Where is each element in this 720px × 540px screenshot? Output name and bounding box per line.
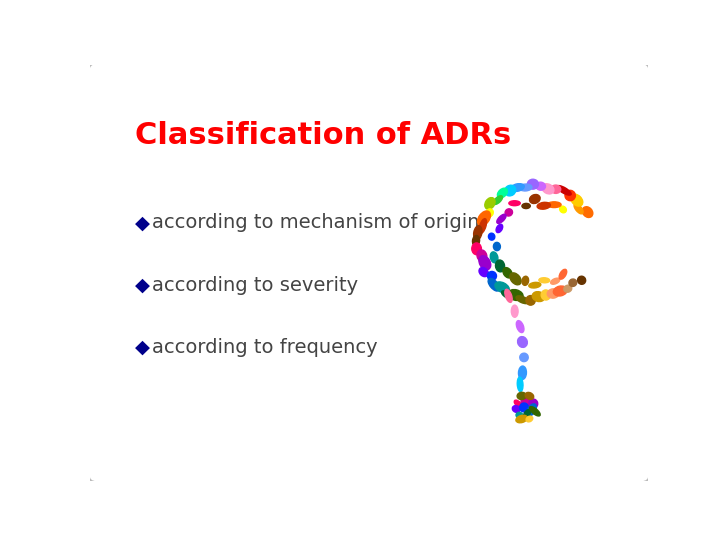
Ellipse shape	[488, 279, 500, 291]
Ellipse shape	[559, 206, 567, 213]
Ellipse shape	[542, 184, 554, 194]
Ellipse shape	[479, 255, 491, 270]
Ellipse shape	[513, 406, 520, 413]
Ellipse shape	[516, 296, 529, 303]
Ellipse shape	[525, 393, 534, 400]
Ellipse shape	[522, 276, 528, 285]
Ellipse shape	[571, 194, 582, 206]
Ellipse shape	[503, 268, 512, 278]
Ellipse shape	[495, 282, 509, 293]
Ellipse shape	[577, 276, 585, 285]
Ellipse shape	[539, 278, 549, 283]
Ellipse shape	[551, 185, 561, 193]
Ellipse shape	[472, 243, 482, 255]
Ellipse shape	[541, 290, 551, 300]
Ellipse shape	[502, 291, 512, 299]
FancyBboxPatch shape	[89, 63, 649, 482]
Ellipse shape	[511, 305, 518, 318]
Text: ◆: ◆	[135, 338, 150, 357]
Ellipse shape	[517, 392, 526, 400]
Ellipse shape	[479, 219, 487, 233]
Ellipse shape	[519, 184, 532, 191]
Ellipse shape	[537, 202, 550, 209]
Ellipse shape	[510, 184, 524, 192]
Ellipse shape	[490, 252, 498, 263]
Text: ◆: ◆	[135, 213, 150, 232]
Ellipse shape	[497, 214, 506, 224]
Ellipse shape	[547, 289, 559, 298]
Text: according to mechanism of origin: according to mechanism of origin	[152, 213, 480, 232]
Ellipse shape	[554, 286, 567, 296]
Ellipse shape	[518, 366, 526, 380]
Ellipse shape	[528, 282, 541, 288]
Ellipse shape	[564, 285, 572, 292]
Ellipse shape	[516, 412, 523, 418]
Ellipse shape	[487, 272, 497, 280]
Ellipse shape	[488, 233, 495, 240]
Ellipse shape	[479, 267, 488, 276]
Ellipse shape	[493, 242, 500, 251]
Ellipse shape	[557, 186, 571, 195]
Ellipse shape	[527, 404, 536, 416]
Ellipse shape	[536, 182, 546, 190]
Text: Classification of ADRs: Classification of ADRs	[135, 121, 511, 150]
Ellipse shape	[510, 273, 521, 285]
Ellipse shape	[517, 377, 523, 392]
Ellipse shape	[547, 202, 561, 207]
Ellipse shape	[565, 190, 575, 201]
Ellipse shape	[477, 211, 490, 226]
Ellipse shape	[582, 207, 593, 218]
Ellipse shape	[526, 295, 535, 305]
Ellipse shape	[516, 321, 524, 333]
Ellipse shape	[485, 198, 495, 210]
Ellipse shape	[516, 415, 528, 423]
Ellipse shape	[551, 278, 559, 284]
Ellipse shape	[574, 204, 583, 214]
Ellipse shape	[498, 188, 508, 198]
Ellipse shape	[493, 195, 503, 205]
Ellipse shape	[529, 399, 538, 408]
Ellipse shape	[520, 353, 528, 362]
Ellipse shape	[532, 292, 545, 301]
Ellipse shape	[496, 224, 503, 233]
Ellipse shape	[505, 185, 516, 196]
Ellipse shape	[495, 260, 505, 272]
Text: according to frequency: according to frequency	[152, 338, 377, 357]
Ellipse shape	[472, 235, 480, 246]
Ellipse shape	[522, 204, 531, 208]
Ellipse shape	[529, 407, 540, 416]
Ellipse shape	[477, 250, 487, 262]
Ellipse shape	[526, 416, 533, 422]
Ellipse shape	[514, 400, 521, 407]
Ellipse shape	[509, 201, 521, 206]
Ellipse shape	[505, 289, 512, 302]
Ellipse shape	[505, 209, 513, 216]
Ellipse shape	[559, 269, 567, 279]
Ellipse shape	[523, 409, 531, 417]
Ellipse shape	[529, 194, 540, 204]
Ellipse shape	[518, 336, 527, 347]
Ellipse shape	[508, 289, 523, 300]
Ellipse shape	[527, 179, 539, 189]
Ellipse shape	[486, 209, 493, 217]
Text: according to severity: according to severity	[152, 276, 358, 295]
Ellipse shape	[521, 396, 530, 407]
Ellipse shape	[569, 279, 577, 286]
Text: ◆: ◆	[135, 276, 150, 295]
Ellipse shape	[474, 226, 482, 240]
Ellipse shape	[520, 403, 528, 412]
